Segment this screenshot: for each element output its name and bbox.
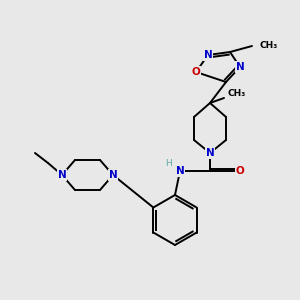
Text: N: N [176,166,184,176]
Text: N: N [58,170,66,180]
Text: O: O [192,67,200,77]
Text: CH₃: CH₃ [228,88,246,98]
Text: N: N [109,170,117,180]
Text: CH₃: CH₃ [260,41,278,50]
Text: N: N [236,62,244,72]
Text: O: O [236,166,244,176]
Text: N: N [206,148,214,158]
Text: N: N [204,50,212,60]
Text: H: H [165,158,171,167]
